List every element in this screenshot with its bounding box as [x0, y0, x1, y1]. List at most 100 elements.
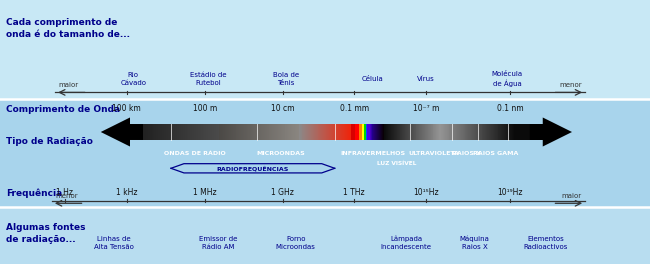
Bar: [220, 124, 222, 140]
Bar: [534, 124, 535, 140]
Bar: [198, 124, 199, 140]
Bar: [457, 124, 458, 140]
Bar: [451, 124, 452, 140]
Bar: [170, 124, 172, 140]
Text: 1 Hz: 1 Hz: [57, 188, 73, 197]
Bar: [249, 124, 250, 140]
Text: Estádio de
Futebol: Estádio de Futebol: [190, 72, 226, 86]
Bar: [405, 124, 406, 140]
Text: maior: maior: [58, 82, 79, 88]
Bar: [343, 124, 344, 140]
Bar: [525, 124, 526, 140]
Bar: [241, 124, 242, 140]
Bar: [183, 124, 184, 140]
Bar: [521, 124, 522, 140]
Bar: [377, 124, 378, 140]
Bar: [474, 124, 475, 140]
Text: Forno
Microondas: Forno Microondas: [276, 236, 316, 250]
Bar: [325, 124, 326, 140]
Bar: [503, 124, 504, 140]
Bar: [355, 124, 356, 140]
Bar: [311, 124, 312, 140]
Bar: [526, 124, 528, 140]
Bar: [507, 124, 508, 140]
Bar: [260, 124, 261, 140]
Bar: [331, 124, 332, 140]
Bar: [213, 124, 214, 140]
Bar: [246, 124, 247, 140]
Bar: [252, 124, 254, 140]
Bar: [271, 124, 272, 140]
Bar: [272, 124, 273, 140]
Bar: [439, 124, 440, 140]
Text: 100 km: 100 km: [112, 104, 141, 113]
Bar: [165, 124, 166, 140]
Bar: [312, 124, 313, 140]
Bar: [540, 124, 541, 140]
Bar: [486, 124, 488, 140]
Bar: [520, 124, 521, 140]
Bar: [306, 124, 307, 140]
Bar: [506, 124, 507, 140]
Bar: [430, 124, 432, 140]
Bar: [214, 124, 216, 140]
Bar: [185, 124, 186, 140]
Bar: [436, 124, 437, 140]
Bar: [168, 124, 170, 140]
Bar: [462, 124, 463, 140]
Bar: [296, 124, 297, 140]
Bar: [179, 124, 180, 140]
Bar: [135, 124, 136, 140]
Bar: [419, 124, 421, 140]
Bar: [375, 124, 376, 140]
Bar: [340, 124, 341, 140]
Bar: [197, 124, 198, 140]
Bar: [537, 124, 538, 140]
Bar: [380, 124, 381, 140]
Bar: [255, 124, 256, 140]
Bar: [164, 124, 165, 140]
Bar: [403, 124, 404, 140]
Bar: [268, 124, 270, 140]
Bar: [204, 124, 205, 140]
Bar: [304, 124, 306, 140]
Bar: [263, 124, 264, 140]
Bar: [516, 124, 517, 140]
Bar: [151, 124, 153, 140]
Bar: [133, 124, 134, 140]
Bar: [477, 124, 478, 140]
Bar: [422, 124, 423, 140]
Bar: [428, 124, 429, 140]
Bar: [149, 124, 150, 140]
Bar: [458, 124, 459, 140]
Bar: [202, 124, 203, 140]
Bar: [231, 124, 232, 140]
Bar: [193, 124, 194, 140]
Bar: [395, 124, 396, 140]
Bar: [148, 124, 149, 140]
Bar: [293, 124, 294, 140]
Bar: [412, 124, 413, 140]
Bar: [239, 124, 240, 140]
Bar: [362, 124, 363, 140]
Bar: [328, 124, 329, 140]
Bar: [446, 124, 447, 140]
Bar: [316, 124, 317, 140]
Bar: [189, 124, 190, 140]
Bar: [484, 124, 486, 140]
Bar: [201, 124, 202, 140]
Bar: [374, 124, 375, 140]
Bar: [448, 124, 450, 140]
Text: Linhas de
Alta Tensão: Linhas de Alta Tensão: [94, 236, 134, 250]
Bar: [212, 124, 213, 140]
Bar: [308, 124, 309, 140]
Bar: [338, 124, 339, 140]
Bar: [257, 124, 258, 140]
Bar: [233, 124, 235, 140]
Bar: [478, 124, 480, 140]
Bar: [517, 124, 518, 140]
Bar: [321, 124, 322, 140]
Bar: [350, 124, 352, 140]
Bar: [266, 124, 268, 140]
Bar: [0, 99, 650, 207]
